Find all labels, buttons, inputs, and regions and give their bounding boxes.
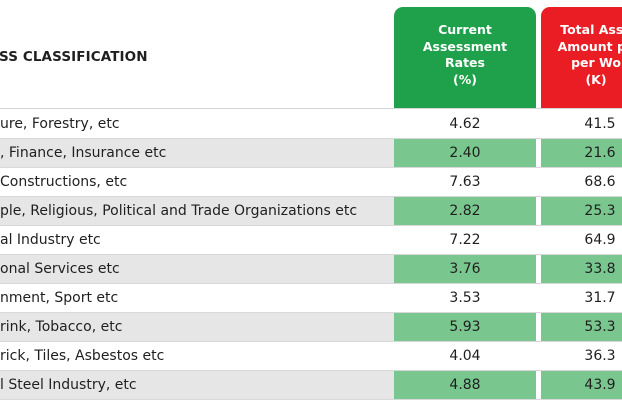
table-row: onal Services etc 3.76 33.8 xyxy=(0,255,622,284)
row-label: rick, Tiles, Asbestos etc xyxy=(0,348,165,364)
amount-cell: 68.6 xyxy=(584,174,616,190)
rate-cell: 2.40 xyxy=(394,139,541,167)
rate-header-line-1: Current xyxy=(438,22,492,37)
classification-heading: SS CLASSIFICATION xyxy=(0,49,148,65)
rate-header-line-3: Rates xyxy=(445,55,485,70)
amount-cell: 53.3 xyxy=(541,313,622,341)
table-row: Constructions, etc 7.63 68.6 xyxy=(0,168,622,197)
row-label: al Industry etc xyxy=(0,232,101,248)
amount-cell: 33.8 xyxy=(541,255,622,283)
rate-cell: 7.22 xyxy=(449,232,481,248)
table-body: ure, Forestry, etc 4.62 41.5 , Finance, … xyxy=(0,110,622,400)
row-label: nment, Sport etc xyxy=(0,290,119,306)
rate-cell: 2.82 xyxy=(394,197,541,225)
rate-cell: 4.62 xyxy=(449,116,481,132)
amount-header-line-2: Amount pe xyxy=(557,38,622,54)
amount-cell: 43.9 xyxy=(541,371,622,399)
amount-cell: 31.7 xyxy=(584,290,616,306)
table-row: , Finance, Insurance etc 2.40 21.6 xyxy=(0,139,622,168)
rate-cell: 4.88 xyxy=(394,371,541,399)
header-divider xyxy=(0,108,622,109)
table-row: rink, Tobacco, etc 5.93 53.3 xyxy=(0,313,622,342)
row-label: ure, Forestry, etc xyxy=(0,116,120,132)
rate-cell: 4.04 xyxy=(449,348,481,364)
rate-header-line-2: Assessment xyxy=(422,38,508,54)
amount-cell: 21.6 xyxy=(541,139,622,167)
table-row: l Steel Industry, etc 4.88 43.9 xyxy=(0,371,622,400)
row-label: rink, Tobacco, etc xyxy=(0,319,123,335)
table-row: al Industry etc 7.22 64.9 xyxy=(0,226,622,255)
table-row: rick, Tiles, Asbestos etc 4.04 36.3 xyxy=(0,342,622,371)
amount-header-line-3: per Wo xyxy=(571,55,621,70)
amount-header-line-4: (K) xyxy=(585,71,607,87)
table-row: nment, Sport etc 3.53 31.7 xyxy=(0,284,622,313)
amount-cell: 41.5 xyxy=(584,116,616,132)
rate-column-header: Current Assessment Rates (%) xyxy=(394,7,536,108)
rate-cell: 7.63 xyxy=(449,174,481,190)
row-label: ple, Religious, Political and Trade Orga… xyxy=(0,203,358,219)
table-row: ure, Forestry, etc 4.62 41.5 xyxy=(0,110,622,139)
rate-cell: 3.76 xyxy=(394,255,541,283)
amount-cell: 25.3 xyxy=(541,197,622,225)
amount-cell: 64.9 xyxy=(584,232,616,248)
rate-header-line-4: (%) xyxy=(453,71,477,87)
row-label: onal Services etc xyxy=(0,261,120,277)
row-label: Constructions, etc xyxy=(0,174,128,190)
row-label: , Finance, Insurance etc xyxy=(0,145,167,161)
amount-cell: 36.3 xyxy=(584,348,616,364)
rate-cell: 3.53 xyxy=(449,290,481,306)
row-label: l Steel Industry, etc xyxy=(0,377,137,393)
amount-header-line-1: Total Asse xyxy=(560,22,622,37)
rate-cell: 5.93 xyxy=(394,313,541,341)
amount-column-header: Total Asse Amount pe per Wo (K) xyxy=(541,7,622,108)
table-row: ple, Religious, Political and Trade Orga… xyxy=(0,197,622,226)
table-header: SS CLASSIFICATION Current Assessment Rat… xyxy=(0,0,622,108)
